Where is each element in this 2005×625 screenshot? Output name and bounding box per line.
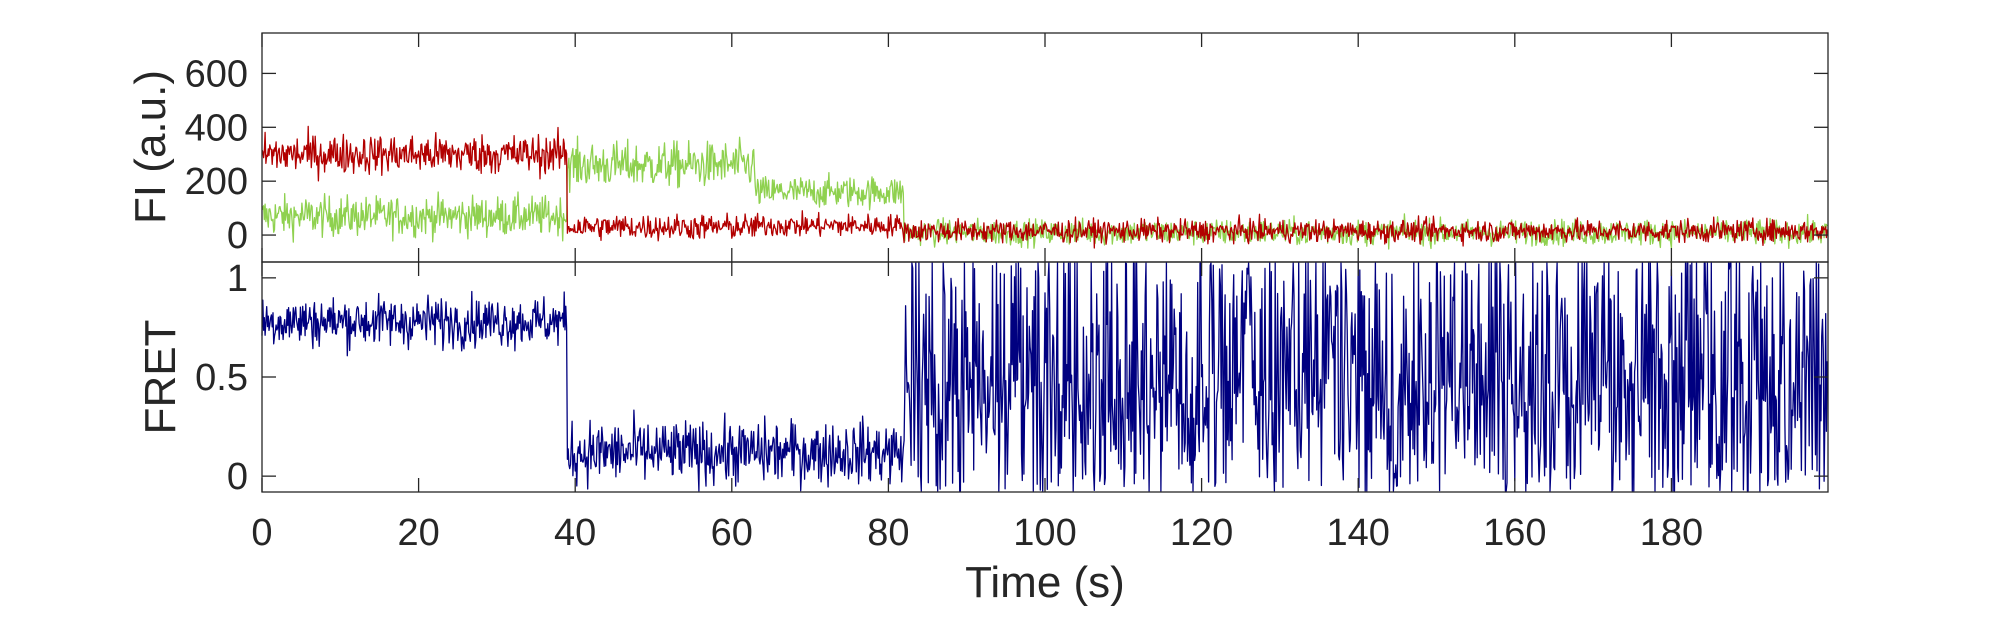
series-line-1-0: [261, 262, 1828, 492]
fret-traces: [261, 262, 1828, 492]
x-tick-label: 100: [1013, 512, 1076, 554]
x-tick-label: 140: [1326, 512, 1389, 554]
y-tick-label: 0.5: [195, 357, 248, 399]
y-tick-label: 1: [227, 258, 248, 300]
intensity-y-axis-label: FI (a.u.): [126, 70, 175, 224]
time-x-axis-label: Time (s): [965, 558, 1125, 607]
x-tick-label: 20: [397, 512, 439, 554]
x-tick-label: 160: [1483, 512, 1546, 554]
x-tick-label: 40: [554, 512, 596, 554]
time-x-ticks: 0 20 40 60 80 100 120 140 160 180: [251, 33, 1703, 554]
x-tick-label: 0: [251, 512, 272, 554]
intensity-y-ticks: 0 200 400 600: [185, 53, 1828, 257]
y-tick-label: 0: [227, 215, 248, 257]
x-tick-label: 180: [1640, 512, 1703, 554]
y-tick-label: 0: [227, 456, 248, 498]
intensity-panel: 0 200 400 600 FI (a.u.): [126, 32, 1829, 263]
y-tick-label: 600: [185, 53, 248, 95]
fret-panel: 00.51 0 20 40 60 80 100 120 140 160 180 FRET Time…: [136, 33, 1829, 607]
y-tick-label: 200: [185, 161, 248, 203]
x-tick-label: 80: [867, 512, 909, 554]
intensity-traces: [261, 125, 1828, 250]
y-tick-label: 400: [185, 107, 248, 149]
fret-y-axis-label: FRET: [136, 320, 185, 435]
x-tick-label: 60: [711, 512, 753, 554]
series-line-0-1: [261, 125, 1828, 249]
x-tick-label: 120: [1170, 512, 1233, 554]
fret-y-ticks: 00.51: [195, 258, 1828, 498]
